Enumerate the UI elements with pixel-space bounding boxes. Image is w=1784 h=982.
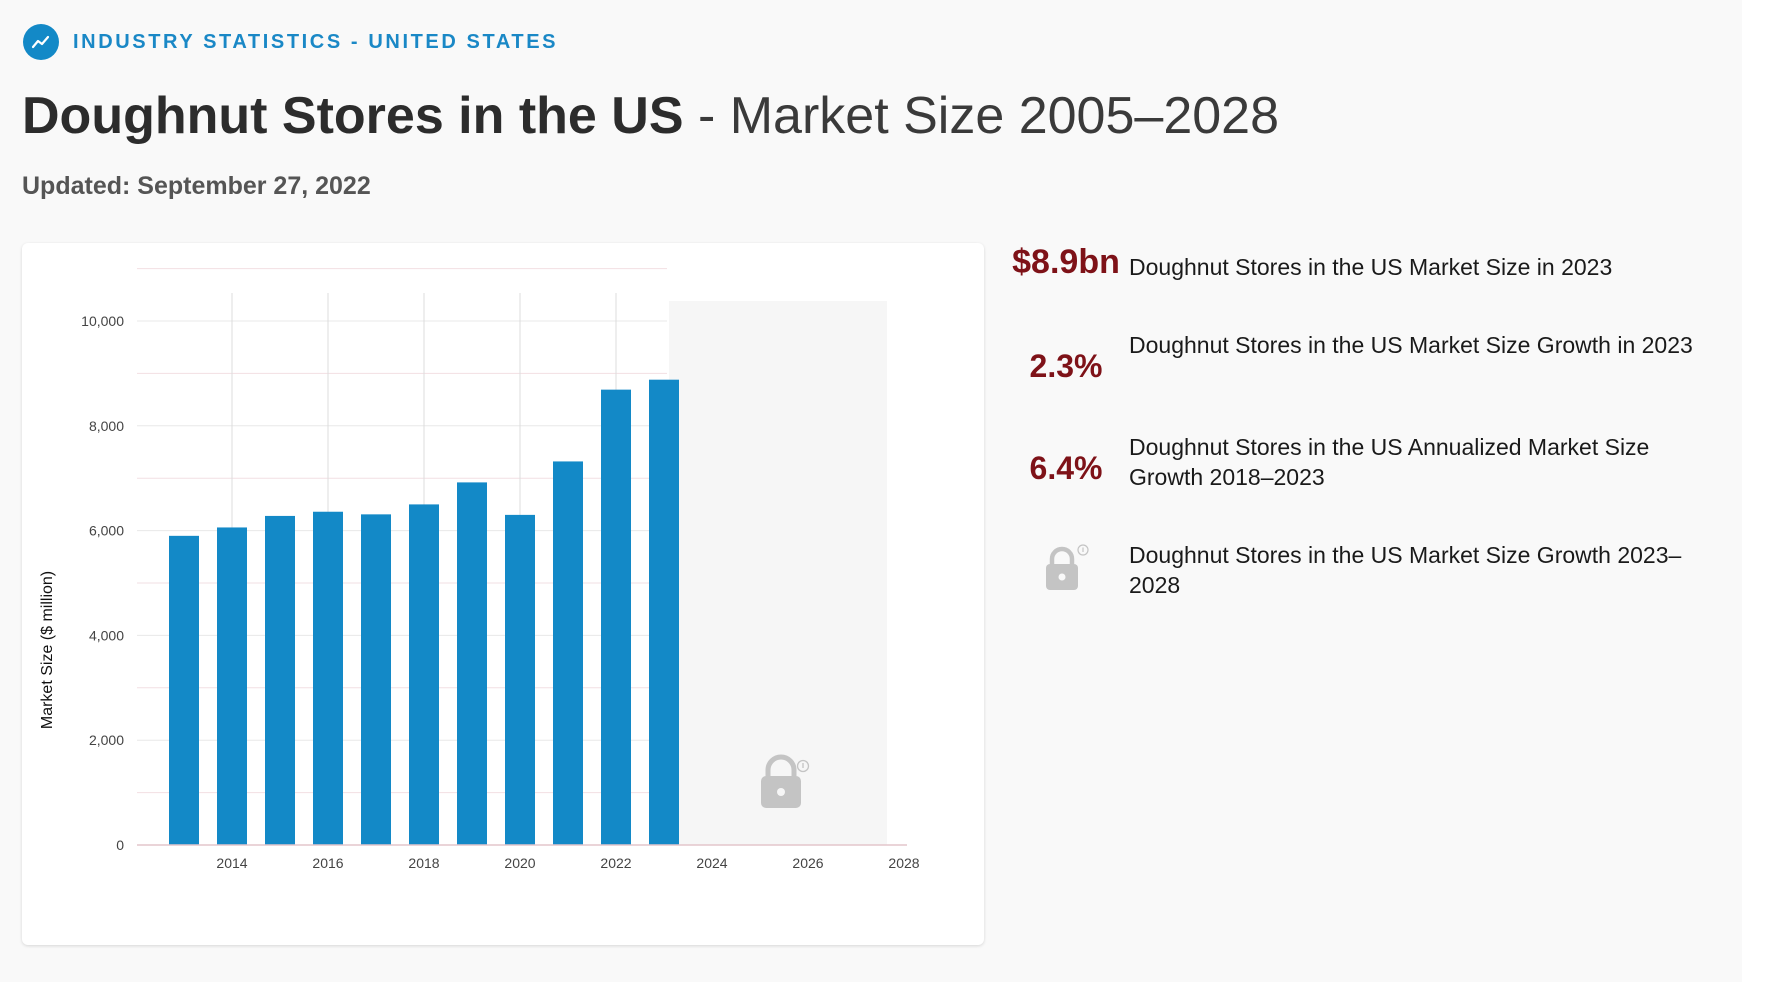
x-tick-label: 2026	[792, 855, 823, 871]
stat-label: Doughnut Stores in the US Annualized Mar…	[1129, 434, 1650, 490]
y-axis: 0 2,000 4,000 6,000 8,000 10,000	[81, 313, 124, 853]
y-tick-label: 0	[116, 837, 124, 853]
y-tick-label: 2,000	[89, 732, 124, 748]
grid-lines	[137, 268, 667, 845]
stat-value: 6.4%	[1029, 450, 1103, 486]
stat-annualized-growth: 6.4% Doughnut Stores in the US Annualize…	[1003, 424, 1703, 492]
x-tick-label: 2016	[312, 855, 343, 871]
x-axis: 2014 2016 2018 2020 2022 2024 2026 2028	[137, 844, 920, 871]
bars	[169, 379, 679, 845]
forecast-lock-icon[interactable]	[761, 754, 810, 808]
header-row: INDUSTRY STATISTICS - UNITED STATES	[23, 24, 558, 60]
market-size-chart: 2014 2016 2018 2020 2022 2024 2026 2028 0 2,000 4…	[39, 268, 920, 871]
locked-forecast-panel	[669, 301, 887, 845]
chart-card: 2014 2016 2018 2020 2022 2024 2026 2028 0 2,000 4…	[22, 243, 984, 945]
y-tick-label: 8,000	[89, 418, 124, 434]
stat-label: Doughnut Stores in the US Market Size in…	[1129, 254, 1613, 280]
page-title: Doughnut Stores in the US - Market Size …	[22, 86, 1279, 146]
bar-2021	[553, 461, 583, 845]
stat-label: Doughnut Stores in the US Market Size Gr…	[1129, 542, 1682, 598]
stat-forecast-growth: Doughnut Stores in the US Market Size Gr…	[1003, 532, 1703, 600]
stat-value: 2.3%	[1029, 348, 1103, 384]
stat-growth: 2.3% Doughnut Stores in the US Market Si…	[1003, 322, 1703, 384]
bar-2015	[265, 515, 295, 845]
x-tick-label: 2020	[504, 855, 535, 871]
y-tick-label: 4,000	[89, 627, 124, 643]
x-tick-label: 2024	[696, 855, 727, 871]
stat-market-size: $8.9bn Doughnut Stores in the US Market …	[1003, 244, 1703, 282]
title-industry: Doughnut Stores in the US	[22, 87, 684, 145]
stat-value: $8.9bn	[1012, 243, 1120, 281]
bar-2016	[313, 511, 343, 845]
bar-2019	[457, 482, 487, 845]
x-tick-label: 2018	[408, 855, 439, 871]
title-subject: - Market Size 2005–2028	[683, 87, 1279, 145]
lock-icon[interactable]	[1003, 532, 1129, 596]
y-tick-label: 6,000	[89, 523, 124, 539]
stat-label: Doughnut Stores in the US Market Size Gr…	[1129, 332, 1693, 358]
y-tick-label: 10,000	[81, 313, 124, 329]
y-axis-title: Market Size ($ million)	[39, 571, 56, 729]
bar-2018	[409, 504, 439, 845]
bar-2023	[649, 379, 679, 845]
bar-2017	[361, 514, 391, 845]
bar-2020	[505, 514, 535, 845]
stats-panel: $8.9bn Doughnut Stores in the US Market …	[1003, 244, 1703, 640]
x-tick-label: 2028	[888, 855, 919, 871]
page: INDUSTRY STATISTICS - UNITED STATES Doug…	[22, 24, 1703, 945]
x-tick-label: 2022	[600, 855, 631, 871]
updated-date: Updated: September 27, 2022	[22, 172, 371, 200]
bar-2014	[217, 527, 247, 845]
bar-2013	[169, 535, 199, 845]
x-tick-label: 2014	[216, 855, 247, 871]
bar-2022	[601, 389, 631, 845]
trending-up-icon	[23, 24, 59, 60]
eyebrow-label: INDUSTRY STATISTICS - UNITED STATES	[73, 30, 559, 53]
